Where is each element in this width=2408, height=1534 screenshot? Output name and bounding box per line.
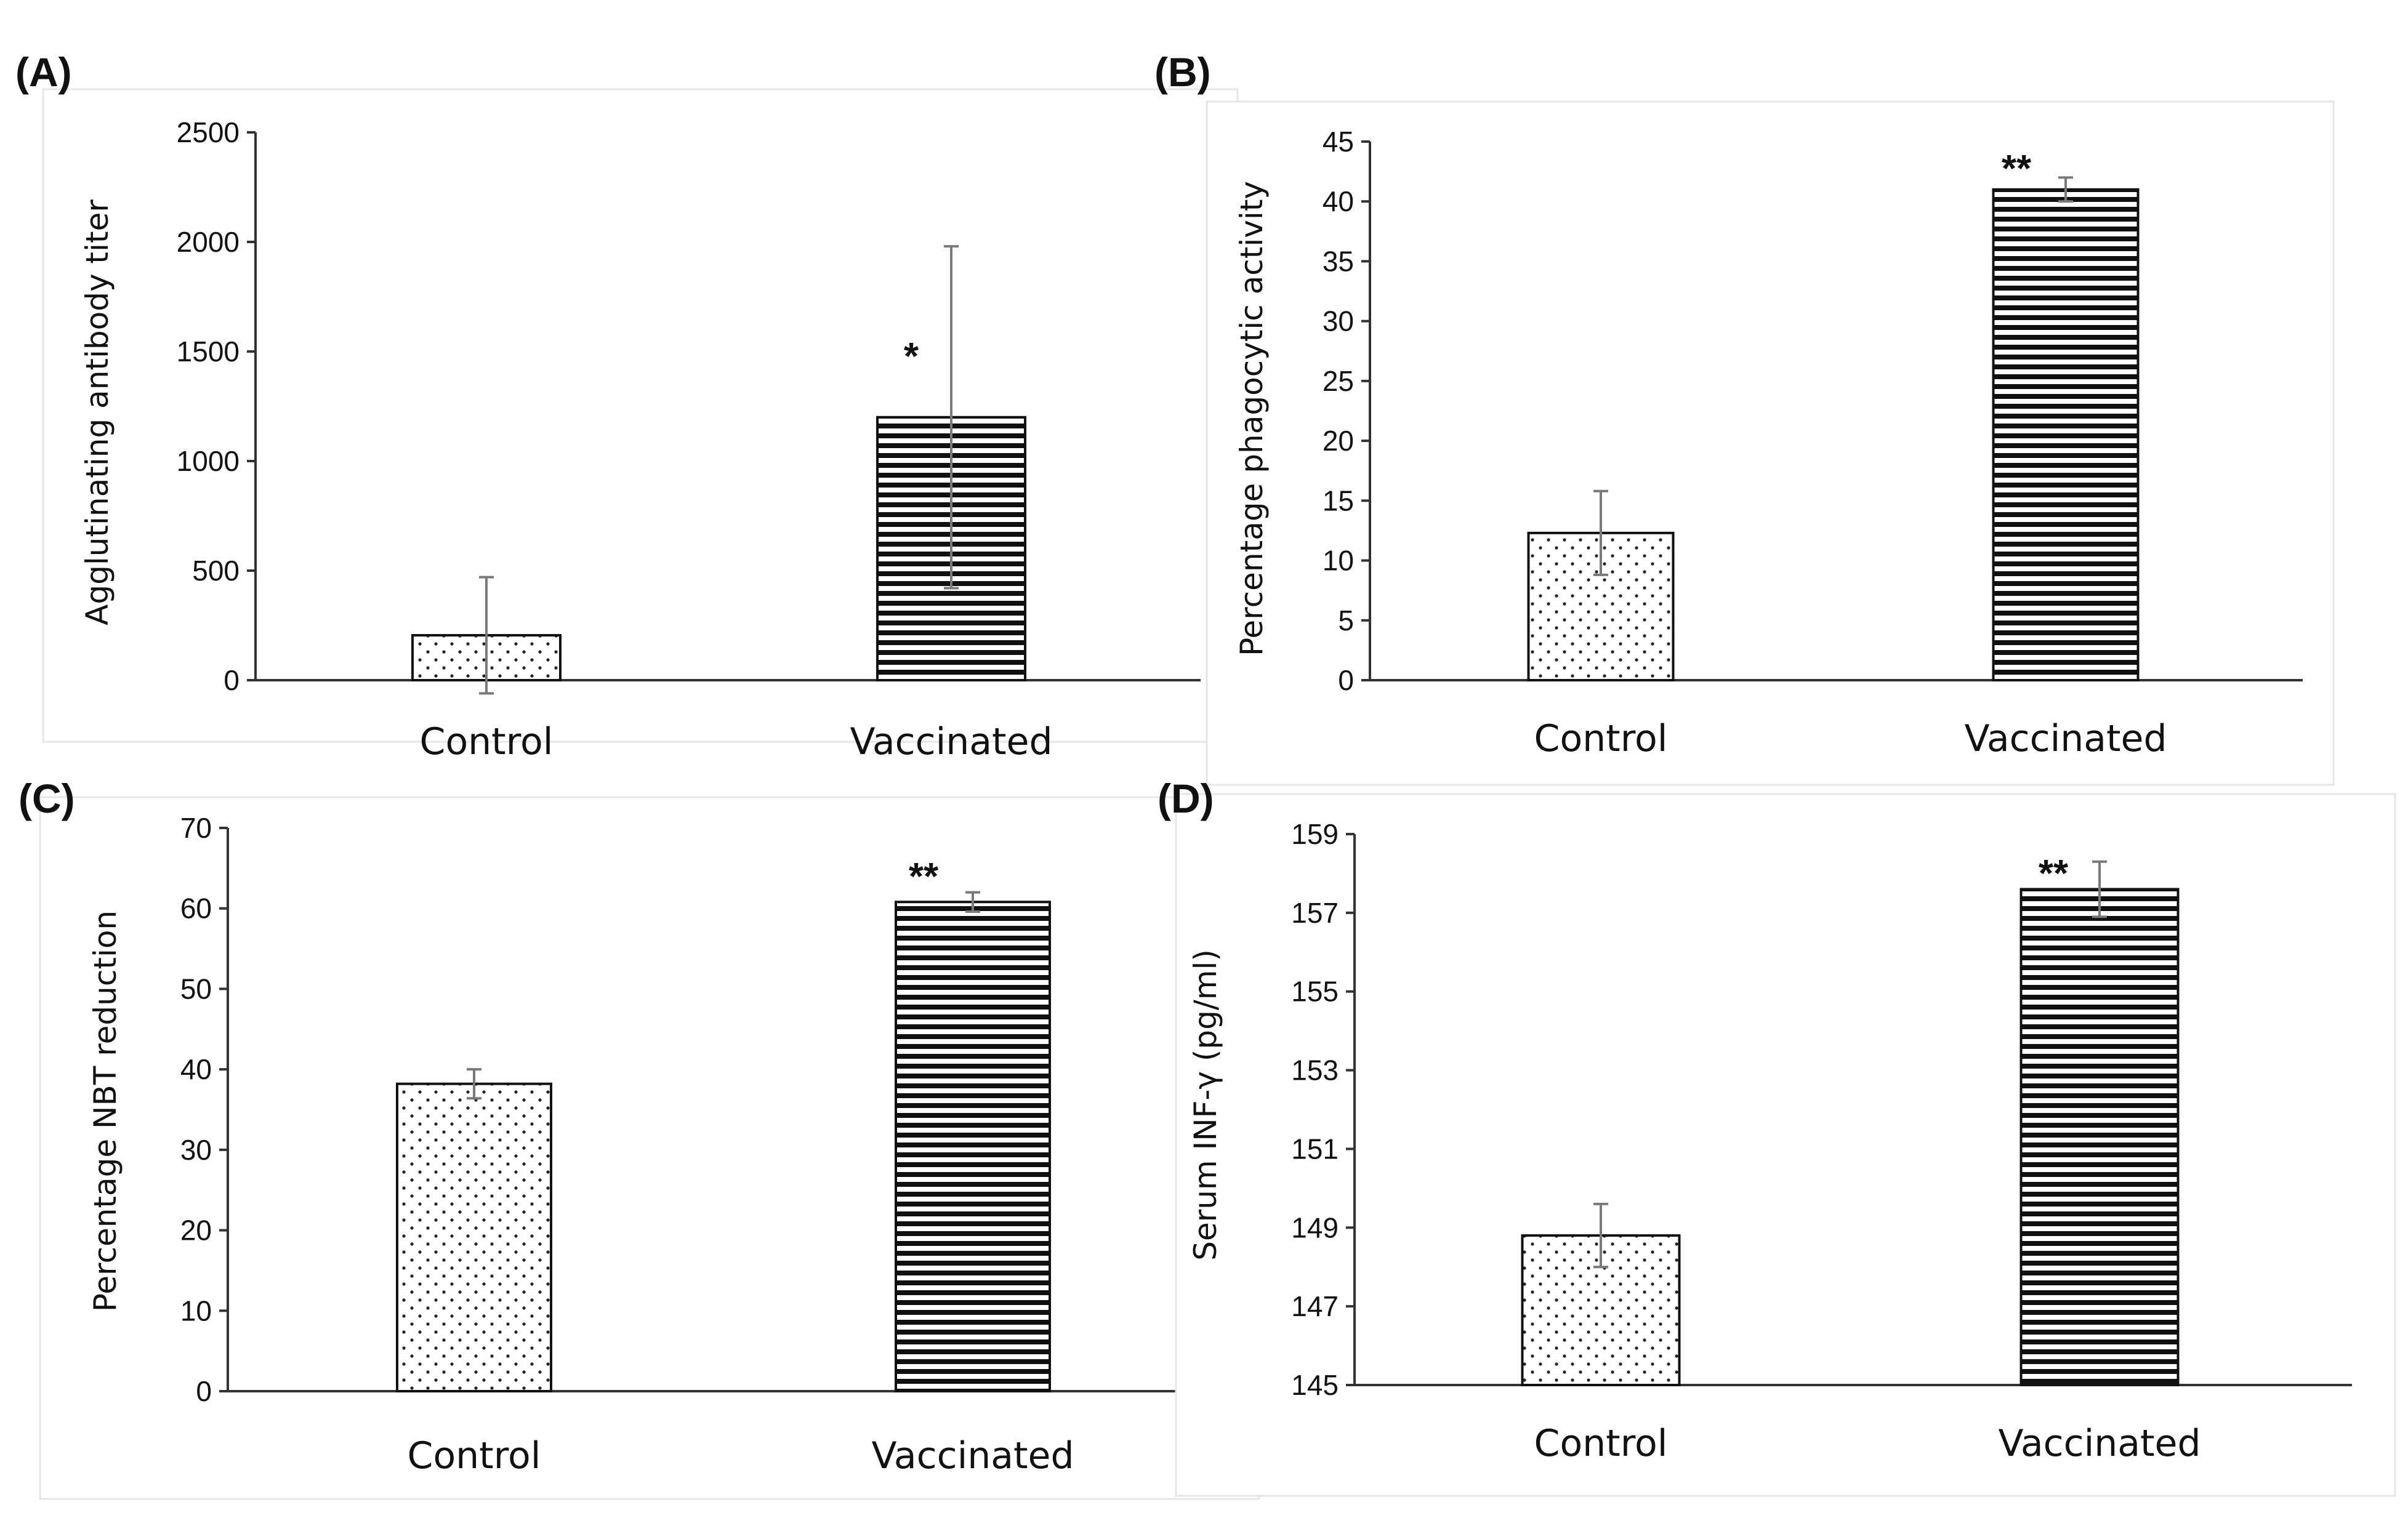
panel-c-y-tick-label: 0 bbox=[196, 1375, 212, 1407]
panel-c: (C) Percentage NBT reduction 0 10 20 30 40 50… bbox=[18, 776, 1260, 1500]
panel-b-frame bbox=[1206, 100, 2335, 786]
panel-d-frame bbox=[1175, 793, 2396, 1497]
panel-a-y-tick-label: 2500 bbox=[177, 116, 240, 148]
panel-b-category-control: Control bbox=[1534, 717, 1668, 760]
panel-a: (A) Agglutinating antibody titer 0 500 100… bbox=[15, 49, 1239, 763]
panel-d-category-control: Control bbox=[1534, 1422, 1668, 1465]
panel-b-error-bar-vaccinated bbox=[2058, 176, 2073, 203]
panel-b-y-tick-label: 25 bbox=[1323, 365, 1354, 397]
panel-b-y-tick-label: 10 bbox=[1323, 545, 1354, 577]
panel-d-error-bar-vaccinated bbox=[2092, 860, 2107, 918]
panel-b-y-tick-label: 5 bbox=[1338, 604, 1354, 636]
panel-a-category-control: Control bbox=[420, 720, 554, 763]
panel-c-y-title: Percentage NBT reduction bbox=[87, 910, 123, 1312]
panel-c-bar-control bbox=[396, 1082, 552, 1392]
panel-c-error-bar-vaccinated bbox=[965, 891, 980, 913]
panel-b-y-tick-label: 20 bbox=[1323, 425, 1354, 457]
panel-b-bar-vaccinated bbox=[1992, 188, 2140, 681]
panel-b-y-tick-label: 0 bbox=[1338, 664, 1354, 696]
panel-c-y-tick-label: 70 bbox=[180, 812, 212, 844]
panel-d-y-tick-label: 155 bbox=[1291, 976, 1339, 1008]
panel-b-tag: (B) bbox=[1154, 49, 1211, 95]
panel-d-y-tick-label: 159 bbox=[1291, 818, 1339, 850]
panel-a-y-tick-label: 1500 bbox=[177, 335, 240, 367]
panel-c-tag: (C) bbox=[18, 776, 75, 821]
panel-d-y-tick-label: 149 bbox=[1291, 1211, 1339, 1243]
panel-a-frame bbox=[42, 88, 1239, 743]
panel-a-tag: (A) bbox=[15, 49, 72, 95]
panel-c-y-tick-label: 30 bbox=[180, 1134, 212, 1166]
panel-b-y-tick-label: 30 bbox=[1323, 305, 1354, 337]
panel-c-y-tick-label: 40 bbox=[180, 1053, 212, 1085]
panel-a-y-tick-label: 1000 bbox=[177, 445, 240, 477]
panel-a-error-bar-vaccinated bbox=[944, 245, 959, 590]
panel-d-category-vaccinated: Vaccinated bbox=[1998, 1422, 2201, 1465]
panel-c-y-tick-label: 50 bbox=[180, 973, 212, 1005]
panel-d-y-tick-label: 151 bbox=[1291, 1133, 1339, 1165]
panel-d-tag: (D) bbox=[1158, 776, 1214, 821]
panel-a-y-tick-label: 0 bbox=[223, 664, 240, 696]
panel-b: (B) Percentage phagocytic activity 0 5 10 1… bbox=[1154, 49, 2335, 786]
panel-d-y-tick-label: 153 bbox=[1291, 1054, 1339, 1086]
panel-c-error-bar-control bbox=[467, 1068, 481, 1100]
panel-d-y-tick-label: 147 bbox=[1291, 1290, 1339, 1322]
panel-c-frame bbox=[39, 796, 1260, 1500]
panel-b-y-tick-label: 40 bbox=[1323, 185, 1354, 217]
panel-d: (D) Serum INF-γ (pg/ml) 145 147 149 151 153 1… bbox=[1158, 776, 2396, 1497]
panel-d-significance-vaccinated: ** bbox=[2039, 853, 2069, 895]
panel-a-category-vaccinated: Vaccinated bbox=[850, 720, 1052, 763]
panel-b-y-tick-label: 15 bbox=[1323, 484, 1354, 516]
panel-c-significance-vaccinated: ** bbox=[909, 856, 939, 898]
panel-d-y-tick-label: 157 bbox=[1291, 897, 1339, 929]
panel-b-error-bar-control bbox=[1593, 489, 1608, 576]
panel-b-category-vaccinated: Vaccinated bbox=[1964, 717, 2167, 760]
panel-d-bar-vaccinated bbox=[2019, 888, 2180, 1386]
panel-d-y-title: Serum INF-γ (pg/ml) bbox=[1188, 949, 1223, 1261]
panel-a-error-bar-control bbox=[479, 576, 494, 695]
panel-c-category-control: Control bbox=[408, 1434, 541, 1477]
panel-c-y-tick-label: 10 bbox=[180, 1295, 212, 1327]
panel-d-y-tick-label: 145 bbox=[1291, 1369, 1339, 1401]
panel-a-y-tick-label: 2000 bbox=[177, 226, 240, 258]
panel-c-category-vaccinated: Vaccinated bbox=[871, 1434, 1074, 1477]
panel-b-y-tick-label: 45 bbox=[1323, 126, 1354, 158]
panel-b-y-title: Percentage phagocytic activity bbox=[1234, 181, 1270, 656]
panel-d-error-bar-control bbox=[1593, 1202, 1608, 1269]
panel-c-y-tick-label: 60 bbox=[180, 893, 212, 925]
panel-b-bar-control bbox=[1527, 531, 1675, 681]
panel-b-y-tick-label: 35 bbox=[1323, 245, 1354, 277]
panel-a-y-tick-label: 500 bbox=[192, 555, 240, 587]
panel-b-significance-vaccinated: ** bbox=[2002, 148, 2032, 190]
panel-a-significance-vaccinated: * bbox=[904, 335, 919, 378]
panel-c-bar-vaccinated bbox=[895, 901, 1051, 1393]
panel-c-y-tick-label: 20 bbox=[180, 1215, 212, 1247]
panel-a-y-title: Agglutinating antibody titer bbox=[79, 199, 115, 625]
